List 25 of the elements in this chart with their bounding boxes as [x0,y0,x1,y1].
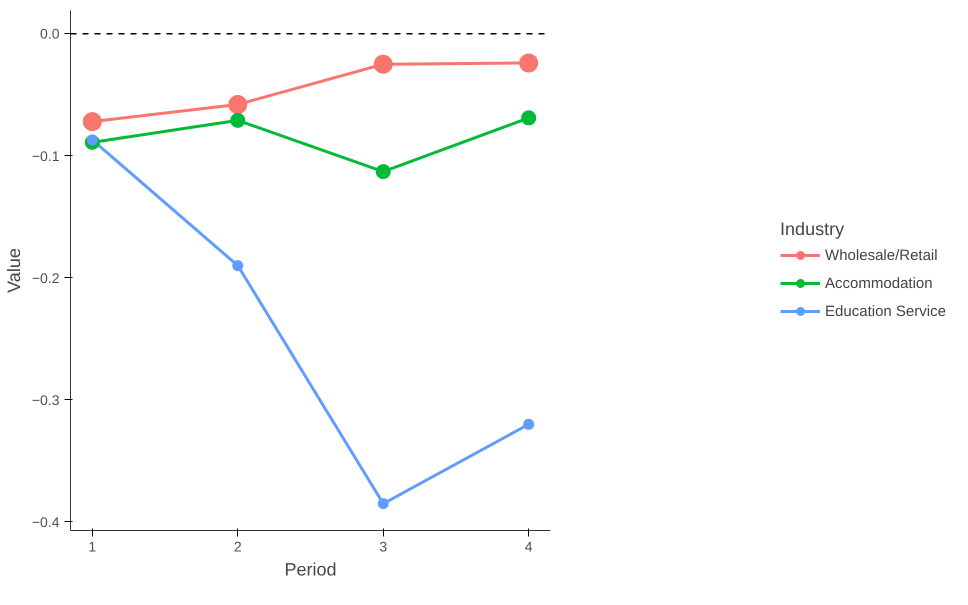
point [378,498,389,510]
x-axis-title: Period [284,560,337,580]
legend-label: Education Service [825,302,946,320]
y-tick-label: −0.4 [32,514,60,530]
point [82,112,102,132]
legend-title: Industry [780,219,846,240]
x-tick-label: 1 [88,538,96,554]
point [521,110,536,126]
x-tick-label: 4 [524,538,533,554]
y-axis-title: Value [4,248,24,293]
y-tick-label: 0.0 [40,26,60,42]
point [519,54,538,72]
y-tick-label: −0.1 [32,148,60,164]
y-tick-label: −0.3 [32,392,60,408]
point [230,112,246,128]
legend-label: Wholesale/Retail [825,246,938,264]
y-tick-label: −0.2 [32,270,60,286]
point [228,95,248,114]
point [523,418,534,430]
x-tick-label: 2 [234,538,242,554]
x-tick-label: 3 [379,538,388,554]
point [374,54,393,74]
legend-label: Accommodation [825,274,933,292]
point [376,164,391,180]
point [232,260,244,272]
